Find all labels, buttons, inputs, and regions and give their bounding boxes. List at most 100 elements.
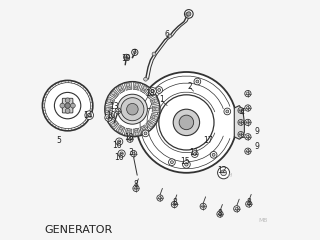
Circle shape [154, 108, 157, 111]
Circle shape [132, 49, 138, 55]
Circle shape [65, 103, 70, 108]
Polygon shape [146, 120, 155, 129]
Circle shape [114, 121, 117, 125]
Circle shape [133, 51, 136, 54]
Circle shape [152, 52, 156, 56]
Circle shape [234, 206, 240, 212]
Circle shape [173, 109, 200, 136]
Circle shape [141, 126, 145, 130]
Text: 16: 16 [114, 153, 124, 162]
Circle shape [218, 167, 230, 179]
Circle shape [61, 100, 74, 112]
Circle shape [158, 196, 162, 200]
Circle shape [135, 130, 138, 134]
Circle shape [117, 94, 148, 124]
Circle shape [143, 129, 147, 132]
Text: 15: 15 [180, 157, 190, 167]
Circle shape [194, 78, 201, 85]
Circle shape [245, 105, 251, 111]
Circle shape [150, 91, 153, 95]
Circle shape [128, 138, 132, 141]
Circle shape [151, 100, 154, 103]
Circle shape [151, 115, 154, 118]
Circle shape [226, 110, 229, 113]
Text: H: H [228, 173, 232, 178]
Circle shape [185, 163, 188, 166]
Circle shape [200, 203, 206, 210]
Text: 12: 12 [218, 166, 227, 175]
Circle shape [119, 128, 123, 131]
Circle shape [238, 120, 244, 125]
Circle shape [246, 107, 250, 109]
Circle shape [185, 10, 193, 18]
Circle shape [135, 85, 138, 88]
Circle shape [171, 201, 178, 208]
Circle shape [110, 115, 114, 118]
Text: 8: 8 [246, 198, 251, 207]
Circle shape [153, 100, 156, 103]
Text: 6: 6 [165, 30, 170, 39]
Circle shape [107, 116, 110, 119]
Text: 10: 10 [106, 111, 116, 120]
Circle shape [186, 12, 189, 16]
Circle shape [246, 135, 250, 138]
Circle shape [143, 86, 147, 89]
Text: 14: 14 [83, 111, 93, 120]
Circle shape [182, 161, 190, 168]
Circle shape [127, 103, 138, 115]
Circle shape [134, 86, 138, 90]
Circle shape [245, 90, 251, 97]
Circle shape [119, 87, 123, 91]
Circle shape [127, 85, 130, 88]
Circle shape [65, 98, 70, 103]
Circle shape [109, 115, 112, 119]
Circle shape [131, 150, 137, 157]
Circle shape [124, 54, 129, 60]
Circle shape [135, 83, 138, 86]
Text: 17: 17 [203, 136, 213, 145]
Polygon shape [140, 84, 149, 94]
Polygon shape [150, 97, 159, 105]
Circle shape [120, 126, 123, 130]
Circle shape [85, 111, 93, 120]
Circle shape [150, 124, 153, 127]
Circle shape [121, 98, 144, 121]
Circle shape [210, 151, 217, 158]
Text: 9: 9 [255, 127, 260, 137]
Circle shape [173, 203, 176, 206]
Circle shape [239, 121, 242, 124]
Circle shape [147, 94, 151, 97]
Circle shape [60, 103, 65, 108]
Polygon shape [116, 84, 125, 94]
Circle shape [169, 159, 175, 166]
Text: 19: 19 [122, 54, 131, 63]
Circle shape [108, 99, 111, 102]
Circle shape [159, 95, 214, 150]
Circle shape [118, 129, 122, 132]
Circle shape [239, 109, 242, 112]
Circle shape [149, 88, 156, 95]
Circle shape [135, 132, 138, 135]
Circle shape [238, 132, 244, 137]
Circle shape [113, 122, 116, 126]
Circle shape [132, 152, 135, 155]
Circle shape [116, 109, 119, 112]
Circle shape [219, 213, 221, 216]
Circle shape [187, 12, 191, 16]
Circle shape [105, 82, 160, 137]
Circle shape [112, 124, 115, 127]
Circle shape [246, 92, 250, 95]
Polygon shape [234, 106, 244, 139]
Circle shape [171, 161, 173, 164]
Polygon shape [124, 128, 132, 136]
Circle shape [247, 203, 250, 205]
Text: 5: 5 [57, 136, 62, 145]
Polygon shape [140, 125, 149, 134]
Polygon shape [110, 89, 119, 99]
Circle shape [221, 170, 227, 176]
Polygon shape [133, 83, 141, 90]
Circle shape [127, 130, 130, 134]
Circle shape [108, 108, 111, 111]
Circle shape [141, 89, 145, 92]
Polygon shape [150, 113, 159, 122]
